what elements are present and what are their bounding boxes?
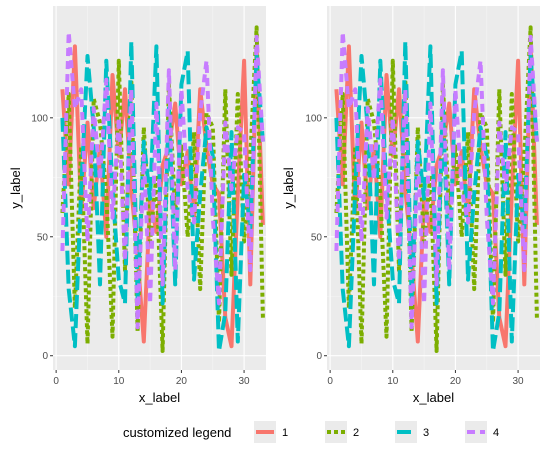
y-tick-label: 100 [305,113,322,124]
y-axis-ticks: 0 50 100 [305,113,327,362]
legend-item-label: 4 [493,427,499,439]
y-axis-label: y_label [8,167,23,208]
series-group [60,25,265,353]
y-tick-label: 0 [42,351,48,362]
plot-panel-right: 0 10 20 30 0 50 100 x_label y_label [281,6,540,405]
series-line-2 [60,25,265,353]
series-line-3 [334,39,539,353]
y-tick-label: 50 [311,232,323,243]
plot-panel-left: 0 10 20 30 0 50 100 x_label y_label [8,6,266,405]
x-tick-label: 10 [387,376,399,387]
series-line-4 [60,30,265,330]
legend-keys: 1 2 3 4 [254,421,499,443]
x-axis-label: x_label [413,390,454,405]
legend: customized legend 1 2 3 4 [123,421,499,443]
series-line-2 [334,25,539,353]
x-tick-label: 0 [327,376,333,387]
legend-item-label: 2 [353,427,359,439]
x-tick-label: 20 [176,376,188,387]
y-tick-label: 0 [316,351,322,362]
legend-item-label: 3 [423,427,429,439]
x-axis-ticks: 0 10 20 30 [53,370,250,387]
y-tick-label: 50 [37,232,49,243]
y-tick-label: 100 [31,113,48,124]
legend-item-label: 1 [282,427,288,439]
x-tick-label: 0 [53,376,59,387]
x-tick-label: 20 [450,376,462,387]
y-axis-label: y_label [281,167,296,208]
x-tick-label: 30 [513,376,525,387]
legend-title: customized legend [123,425,231,440]
series-line-4 [334,30,539,330]
x-axis-label: x_label [139,390,180,405]
series-group [334,25,539,353]
series-line-3 [60,39,265,353]
x-tick-label: 30 [239,376,251,387]
y-axis-ticks: 0 50 100 [31,113,53,362]
x-tick-label: 10 [113,376,125,387]
x-axis-ticks: 0 10 20 30 [327,370,524,387]
legend-key-background [465,421,487,443]
